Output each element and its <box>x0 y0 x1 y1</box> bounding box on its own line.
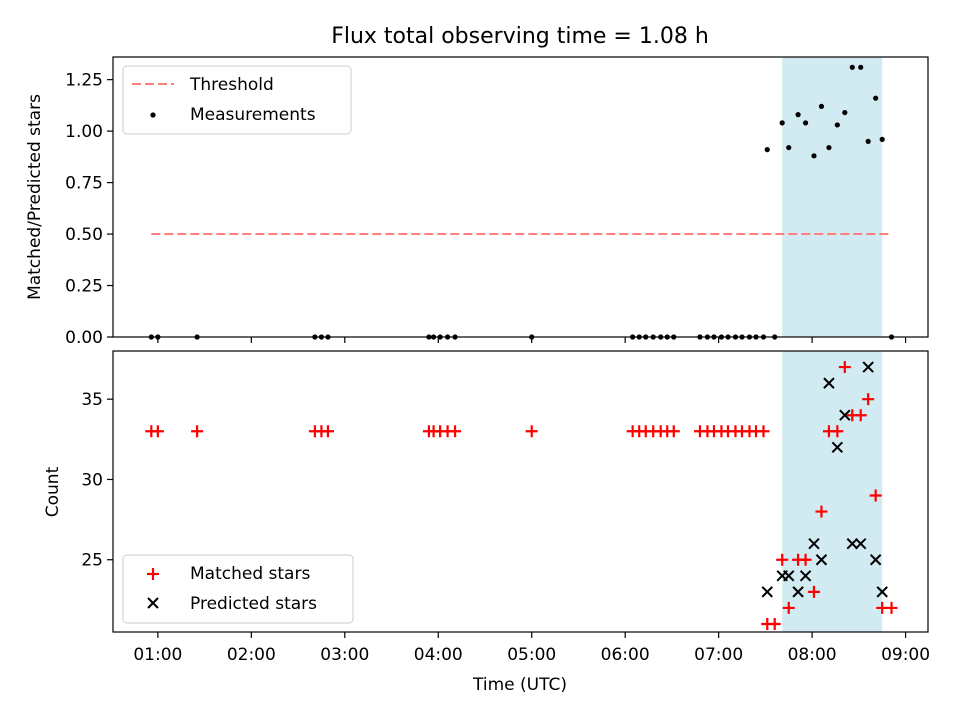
matched-stars-point <box>525 425 538 438</box>
matched-stars-point <box>151 425 164 438</box>
predicted-stars-point <box>831 441 844 454</box>
x-tick-label: 01:00 <box>133 645 182 665</box>
predicted-stars-point <box>876 586 888 598</box>
x-tick-label: 09:00 <box>881 645 930 665</box>
matched-stars-point <box>191 425 204 438</box>
y-tick-label: 25 <box>81 551 103 571</box>
matched-stars-point <box>854 409 867 422</box>
matched-stars-point <box>799 553 812 566</box>
ratio-panel-frame <box>112 56 929 338</box>
matched-stars-point <box>768 617 781 630</box>
y-tick-label: 0.25 <box>65 277 103 297</box>
measurement-point <box>834 122 840 128</box>
chart-title: Flux total observing time = 1.08 h <box>331 24 709 49</box>
measurement-point <box>786 144 792 151</box>
measurement-point <box>802 120 809 126</box>
x-tick-label: 04:00 <box>414 645 463 665</box>
count-panel-ylabel: Count <box>43 466 63 517</box>
matched-stars-point <box>869 489 882 502</box>
matched-stars-point <box>757 425 770 438</box>
predicted-stars-point <box>846 537 859 550</box>
predicted-stars-point <box>854 537 867 550</box>
y-tick-label: 35 <box>81 390 103 410</box>
matched-stars-point <box>885 601 898 614</box>
ratio-legend: Threshold Measurements <box>122 65 352 135</box>
measurements-legend-swatch <box>150 112 156 118</box>
x-axis-label: Time (UTC) <box>472 675 567 695</box>
count-legend: Matched stars Predicted stars <box>122 554 354 624</box>
y-tick-label: 1.25 <box>65 71 103 91</box>
matched-stars-point <box>782 601 795 614</box>
measurement-point <box>764 147 770 153</box>
predicted-stars-point <box>783 570 795 582</box>
y-tick-label: 1.00 <box>65 122 103 142</box>
matched-stars-point <box>807 585 820 598</box>
y-tick-label: 0.75 <box>65 174 103 194</box>
matched-stars-point <box>449 425 462 438</box>
predicted-stars-point <box>839 409 851 421</box>
predicted-stars-legend-swatch <box>147 597 159 609</box>
measurement-point <box>873 95 879 101</box>
matched-stars-point <box>815 505 828 518</box>
y-tick-label: 0.00 <box>65 328 103 348</box>
x-tick-label: 02:00 <box>227 645 276 665</box>
observing-span <box>782 351 883 632</box>
predicted-stars-point <box>862 361 874 373</box>
predicted-stars-legend-label: Predicted stars <box>190 594 317 614</box>
count-panel: 25 30 35 01:00 02:00 03:00 04:00 05:00 06:00 07:… <box>43 350 930 665</box>
ratio-panel-ylabel: Matched/Predicted stars <box>25 94 45 300</box>
matched-stars-point <box>776 553 789 566</box>
measurement-point <box>879 136 885 142</box>
matched-stars-point <box>831 425 844 438</box>
x-tick-label: 08:00 <box>788 645 837 665</box>
measurement-point <box>842 109 848 116</box>
x-tick-label: 06:00 <box>601 645 650 665</box>
matched-stars-point <box>667 425 680 438</box>
measurement-point <box>818 103 825 110</box>
predicted-stars-point <box>761 586 773 598</box>
matched-stars-point <box>321 425 334 438</box>
threshold-legend-label: Threshold <box>189 75 274 95</box>
predicted-stars-point <box>808 537 820 550</box>
predicted-stars-point <box>823 377 835 389</box>
ratio-panel: 0.00 0.25 0.50 0.75 1.00 1.25 Matched/Predict… <box>25 56 929 348</box>
predicted-stars-point <box>799 570 812 582</box>
predicted-stars-point <box>869 554 882 566</box>
count-panel-frame <box>112 350 929 633</box>
matched-stars-point <box>862 393 875 406</box>
observing-span <box>782 57 883 337</box>
predicted-stars-point <box>792 586 804 598</box>
measurement-point <box>795 112 801 118</box>
x-tick-label: 05:00 <box>507 645 556 665</box>
y-tick-label: 0.50 <box>65 225 103 245</box>
measurement-point <box>865 138 871 145</box>
measurement-point <box>811 153 817 159</box>
predicted-stars-point <box>815 554 828 566</box>
measurement-point <box>858 64 864 70</box>
measurements-legend-label: Measurements <box>190 105 316 125</box>
matched-stars-point <box>838 361 851 374</box>
matched-stars-legend-label: Matched stars <box>190 564 310 584</box>
measurement-point <box>826 144 832 151</box>
x-tick-label: 03:00 <box>320 645 369 665</box>
x-tick-label: 07:00 <box>694 645 743 665</box>
y-tick-label: 30 <box>81 470 103 490</box>
measurement-point <box>849 64 855 70</box>
measurement-point <box>779 120 785 126</box>
matched-stars-legend-swatch <box>147 568 159 580</box>
